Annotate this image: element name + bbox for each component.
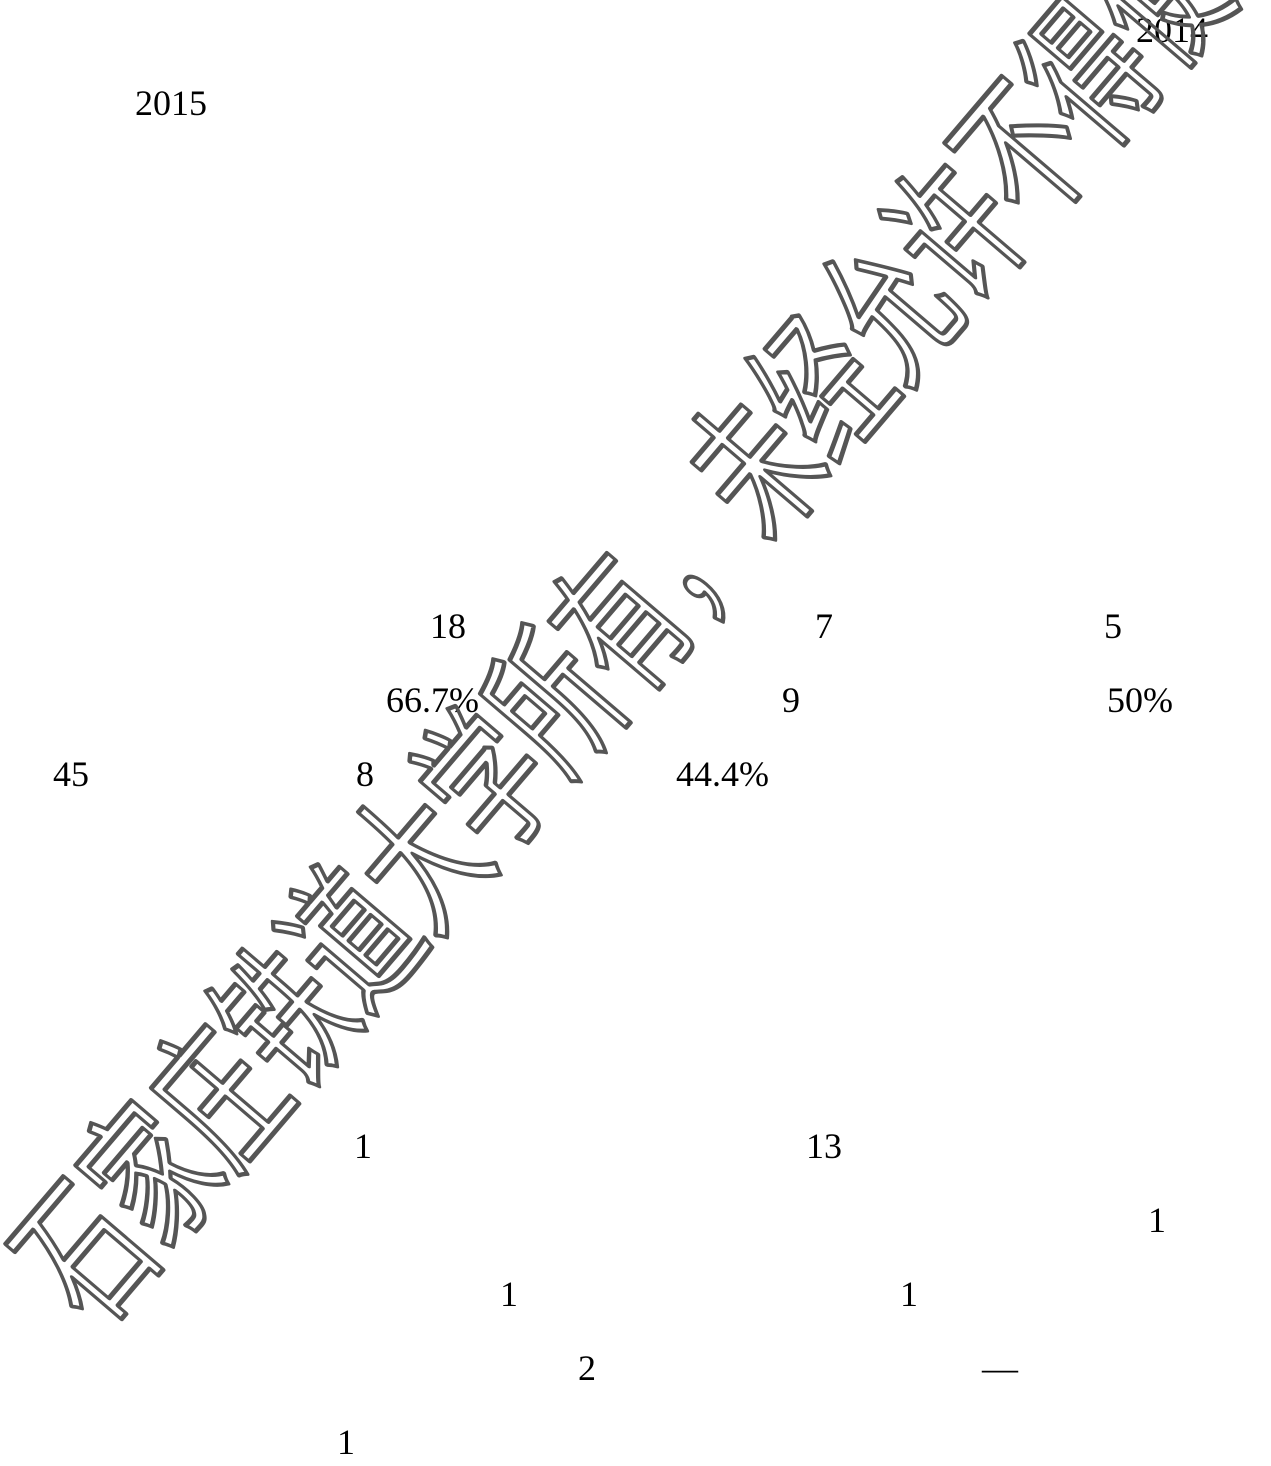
year-2014: 2014 bbox=[1136, 10, 1208, 50]
value-1-b: 1 bbox=[1148, 1200, 1166, 1240]
value-5: 5 bbox=[1104, 606, 1122, 646]
watermark-text: 石家庄铁道大学所有，未经允许不得使用 bbox=[0, 0, 1271, 1358]
value-50-percent: 50% bbox=[1107, 680, 1173, 720]
value-1-e: 1 bbox=[337, 1422, 355, 1462]
value-2: 2 bbox=[578, 1348, 596, 1388]
year-2015: 2015 bbox=[135, 83, 207, 123]
value-13: 13 bbox=[806, 1126, 842, 1166]
value-7: 7 bbox=[815, 606, 833, 646]
value-44-4-percent: 44.4% bbox=[676, 754, 769, 794]
value-45: 45 bbox=[53, 754, 89, 794]
dash: — bbox=[982, 1348, 1018, 1388]
value-18: 18 bbox=[430, 606, 466, 646]
value-1-a: 1 bbox=[354, 1126, 372, 1166]
value-1-d: 1 bbox=[900, 1274, 918, 1314]
value-66-7-percent: 66.7% bbox=[386, 680, 479, 720]
value-9: 9 bbox=[782, 680, 800, 720]
value-1-c: 1 bbox=[500, 1274, 518, 1314]
value-8: 8 bbox=[356, 754, 374, 794]
